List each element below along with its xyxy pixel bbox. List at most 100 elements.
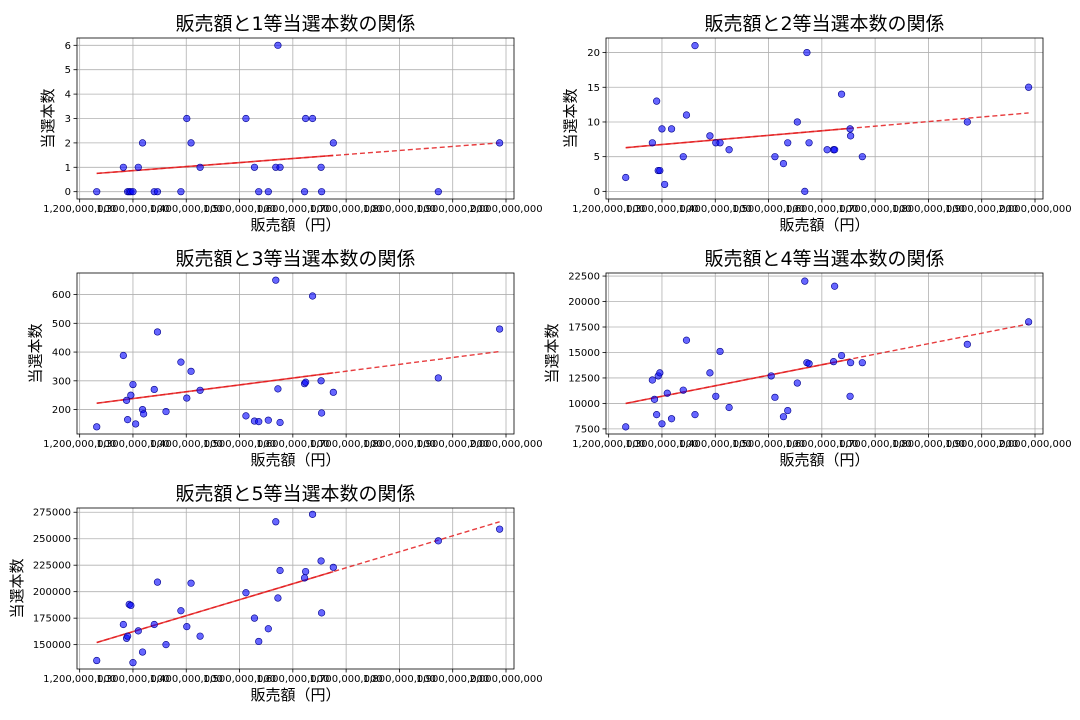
x-axis-label: 販売額（円） [779, 451, 869, 469]
data-point [846, 125, 854, 133]
data-point [162, 641, 170, 649]
data-point [653, 97, 661, 105]
data-point [272, 276, 280, 284]
data-point [682, 111, 691, 119]
data-point [196, 386, 204, 394]
data-point [658, 125, 666, 133]
data-point [679, 153, 687, 161]
y-tick-label: 10 [587, 117, 600, 128]
data-point [434, 537, 442, 545]
data-point [177, 358, 185, 366]
data-point [656, 369, 664, 377]
data-point [318, 409, 326, 417]
chart-title: 販売額と2等当選本数の関係 [704, 13, 944, 35]
x-tick-label: 1,400,000,000 [150, 674, 223, 685]
x-tick-label: 1,200,000,000 [43, 674, 116, 685]
y-tick-label: 2 [65, 138, 71, 149]
data-point [963, 118, 971, 126]
data-point [318, 609, 326, 617]
trend-line-segment [625, 358, 851, 405]
data-point [187, 139, 195, 147]
y-tick-label: 200 [52, 405, 71, 416]
x-tick-label: 1,400,000,000 [679, 204, 752, 215]
data-point [656, 166, 664, 175]
data-point [831, 146, 839, 154]
y-tick-label: 5 [65, 65, 71, 76]
y-tick-label: 15 [587, 83, 600, 94]
y-tick-label: 275000 [33, 508, 71, 519]
x-tick-label: 1,300,000,000 [96, 674, 169, 685]
data-point [308, 114, 317, 123]
data-point [858, 359, 866, 367]
data-point [725, 146, 733, 154]
data-point [801, 277, 809, 285]
x-tick-label: 1,700,000,000 [839, 439, 912, 450]
data-point [183, 623, 191, 631]
data-point [434, 188, 442, 196]
data-point [1025, 318, 1033, 326]
chart-title: 販売額と1等当選本数の関係 [175, 13, 415, 35]
data-point [801, 187, 809, 195]
data-point [837, 90, 846, 98]
data-point [308, 292, 317, 300]
data-point [318, 188, 326, 196]
data-point [308, 510, 317, 518]
x-tick-label: 1,500,000,000 [203, 204, 276, 215]
x-tick-label: 1,500,000,000 [732, 204, 805, 215]
data-point [706, 369, 714, 377]
y-tick-label: 0 [594, 187, 600, 198]
x-tick-label: 1,600,000,000 [785, 204, 858, 215]
x-tick-label: 1,600,000,000 [256, 204, 329, 215]
x-tick-label: 1,800,000,000 [892, 204, 965, 215]
scatter-panel-4: 1,200,000,0001,300,000,0001,400,000,0001… [543, 248, 1072, 469]
data-point [329, 563, 337, 571]
data-point [274, 41, 282, 49]
data-point [847, 359, 855, 367]
y-tick-label: 0 [65, 187, 71, 198]
y-tick-label: 15000 [568, 348, 600, 359]
y-axis-label: 当選本数 [562, 88, 580, 148]
data-point [793, 118, 801, 126]
x-tick-label: 1,400,000,000 [150, 204, 223, 215]
plot-frame [76, 272, 515, 435]
x-tick-label: 1,600,000,000 [256, 674, 329, 685]
y-tick-label: 6 [65, 41, 71, 52]
data-point [712, 392, 720, 400]
data-point [831, 282, 839, 290]
data-point [622, 423, 630, 431]
data-point [805, 360, 813, 368]
data-point [317, 163, 325, 171]
data-point [858, 153, 866, 161]
plot-frame [605, 37, 1044, 200]
data-point [803, 48, 811, 57]
x-tick-label: 2,000,000,000 [998, 439, 1071, 450]
data-point [716, 347, 724, 356]
x-tick-label: 1,500,000,000 [732, 439, 805, 450]
y-axis-label: 当選本数 [26, 323, 44, 383]
data-point [93, 656, 101, 665]
data-point [805, 139, 813, 147]
data-point [264, 625, 272, 633]
data-point [129, 188, 137, 196]
x-tick-label: 1,800,000,000 [363, 204, 436, 215]
data-point [496, 525, 504, 533]
data-point [771, 393, 779, 401]
chart-title: 販売額と4等当選本数の関係 [704, 248, 944, 270]
trend-line-segment [625, 127, 851, 149]
data-point [1025, 83, 1033, 91]
data-point [255, 418, 263, 426]
x-tick-label: 2,000,000,000 [469, 439, 542, 450]
y-tick-label: 4 [65, 90, 71, 101]
data-point [134, 627, 142, 635]
data-point [302, 114, 310, 123]
data-point [317, 377, 325, 385]
data-point [496, 139, 504, 147]
data-point [119, 351, 127, 360]
x-tick-label: 2,000,000,000 [469, 204, 542, 215]
x-axis-label: 販売額（円） [779, 216, 869, 234]
y-tick-label: 7500 [575, 424, 600, 435]
y-tick-label: 500 [52, 319, 71, 330]
y-tick-label: 5 [594, 152, 600, 163]
data-point [132, 420, 140, 428]
